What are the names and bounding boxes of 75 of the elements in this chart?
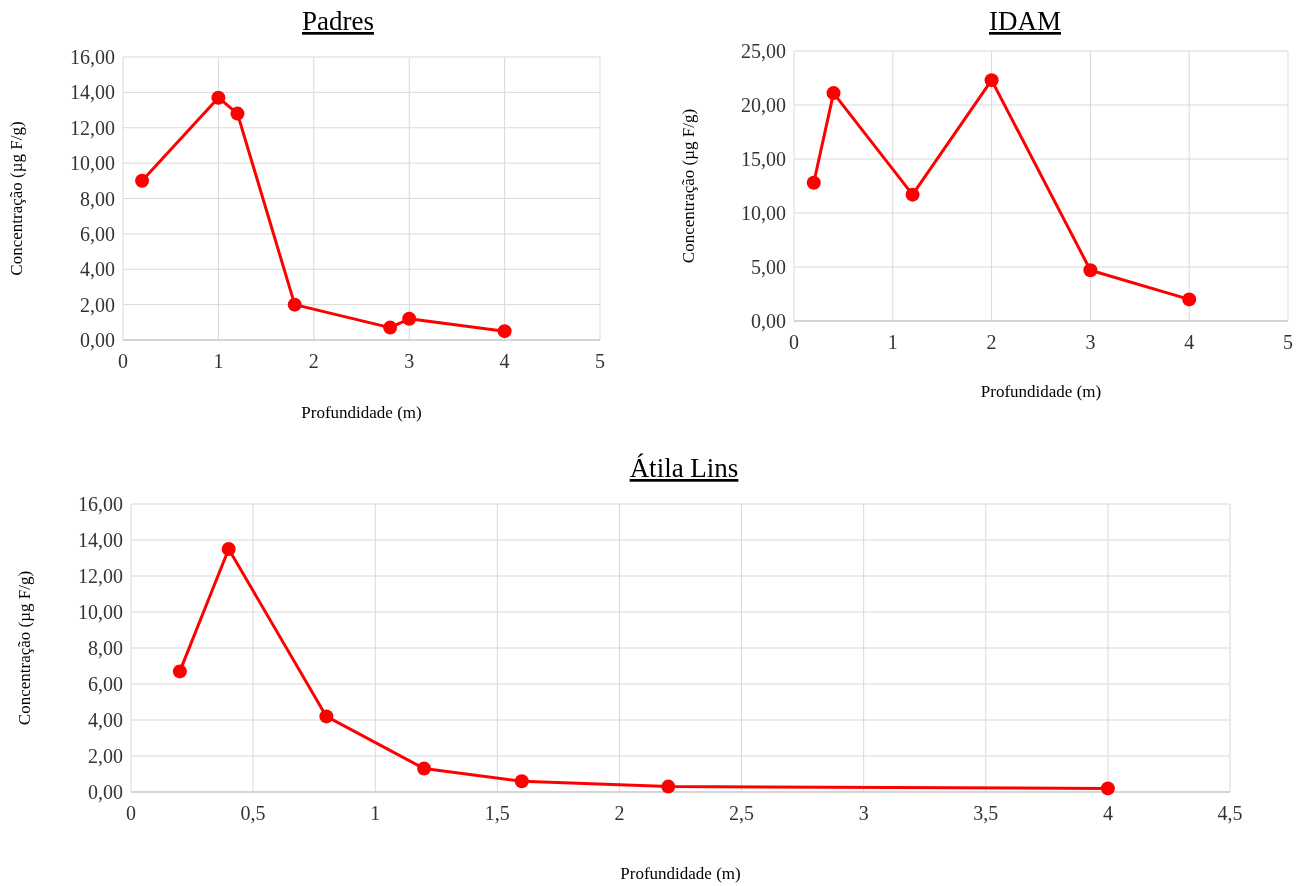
point (1182, 292, 1197, 307)
y-tick-label: 6,00 (80, 222, 115, 245)
y-tick-label: 14,00 (78, 529, 123, 551)
y-tick-label: 8,00 (88, 637, 123, 659)
x-tick-label: 2 (308, 350, 319, 372)
x-tick-label: 2,5 (729, 802, 755, 824)
x-tick-label: 3 (858, 802, 869, 824)
x-tick-label: 4,5 (1217, 802, 1243, 824)
y-tick-label: 2,00 (88, 745, 123, 767)
x-tick-label: 5 (1283, 331, 1293, 353)
y-tick-label: 10,00 (70, 152, 115, 175)
x-tick-label: 1 (370, 802, 381, 824)
y-tick-label: 0,00 (88, 781, 123, 803)
y-tick-label: 6,00 (88, 673, 123, 695)
point (661, 779, 676, 794)
point (826, 86, 841, 101)
y-axis-title: Concentração (µg F/g) (7, 121, 26, 276)
y-tick-label: 0,00 (80, 329, 115, 351)
point (230, 106, 245, 121)
point (417, 761, 432, 776)
y-tick-label: 14,00 (70, 81, 115, 104)
x-tick-label: 0 (118, 350, 128, 372)
y-tick-label: 4,00 (88, 709, 123, 731)
x-tick-label: 0 (789, 331, 799, 353)
x-tick-label: 1 (887, 331, 898, 353)
point (984, 73, 999, 88)
y-tick-label: 15,00 (741, 148, 786, 170)
y-tick-label: 25,00 (741, 40, 786, 62)
x-tick-label: 4 (499, 350, 510, 372)
point (905, 187, 920, 202)
y-tick-label: 20,00 (741, 94, 786, 116)
y-tick-label: 5,00 (751, 256, 786, 278)
point (1083, 263, 1098, 278)
point (402, 311, 417, 326)
x-tick-label: 4 (1184, 331, 1195, 353)
x-tick-label: 2 (986, 331, 997, 353)
y-tick-label: 0,00 (751, 310, 786, 332)
x-tick-label: 5 (595, 350, 605, 372)
x-tick-label: 0,5 (240, 802, 266, 824)
point (287, 297, 302, 312)
point (135, 173, 150, 188)
point (1100, 781, 1115, 796)
point (514, 774, 529, 789)
x-tick-label: 4 (1102, 802, 1113, 824)
x-axis-title: Profundidade (m) (301, 403, 422, 422)
point (806, 175, 821, 190)
x-tick-label: 3 (404, 350, 415, 372)
y-axis-title: Concentração (µg F/g) (679, 108, 698, 264)
point (211, 90, 226, 105)
y-tick-label: 12,00 (70, 116, 115, 139)
point (497, 324, 512, 339)
y-tick-label: 10,00 (741, 202, 786, 224)
x-tick-label: 3 (1085, 331, 1096, 353)
point (221, 542, 236, 556)
y-tick-label: 10,00 (78, 601, 123, 623)
chart-title: Padres (302, 6, 374, 36)
x-tick-label: 2 (614, 802, 625, 824)
y-tick-label: 8,00 (80, 187, 115, 210)
y-tick-label: 12,00 (78, 565, 123, 587)
x-tick-label: 0 (126, 802, 136, 824)
x-tick-label: 3,5 (973, 802, 999, 824)
y-tick-label: 4,00 (80, 258, 115, 281)
x-axis-title: Profundidade (m) (980, 382, 1102, 401)
y-axis-title: Concentração (µg F/g) (15, 570, 34, 726)
point (319, 709, 334, 724)
y-tick-label: 16,00 (78, 493, 123, 515)
y-tick-label: 2,00 (80, 293, 115, 316)
point (383, 320, 398, 335)
y-tick-label: 16,00 (70, 46, 115, 68)
x-tick-label: 1,5 (484, 802, 510, 824)
x-tick-label: 1 (213, 350, 224, 372)
point (172, 664, 187, 679)
x-axis-title: Profundidade (m) (620, 864, 741, 883)
chart-title: IDAM (989, 6, 1061, 36)
chart-title: Átila Lins (629, 453, 739, 483)
